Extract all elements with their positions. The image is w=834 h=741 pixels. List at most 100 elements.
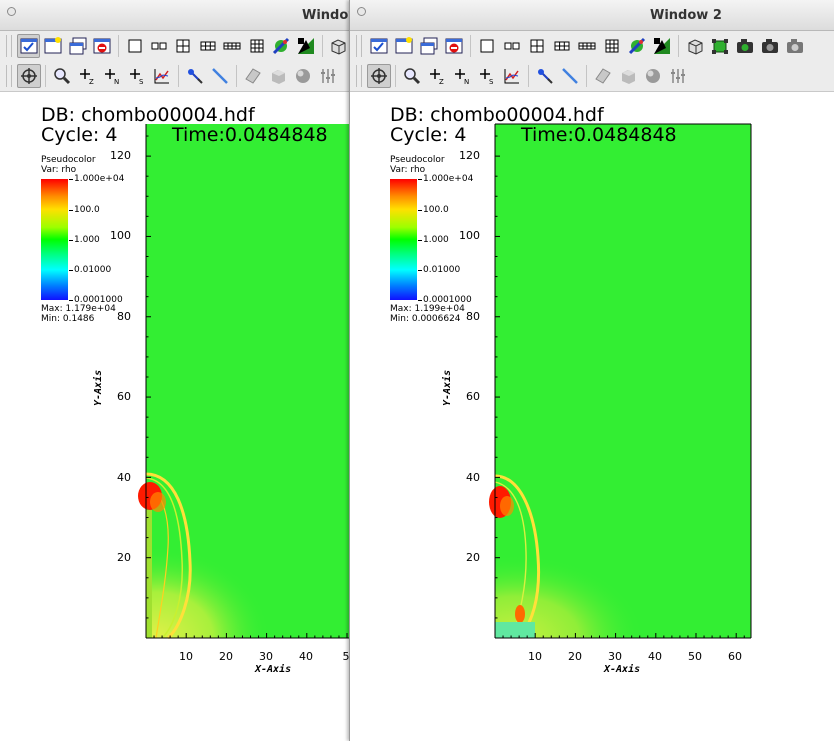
sphere-tool-button[interactable] bbox=[291, 64, 315, 88]
window-2-legend-plot-type: Pseudocolor bbox=[390, 155, 445, 165]
toolbar-separator bbox=[321, 35, 323, 57]
point-tool-icon bbox=[188, 69, 203, 84]
box-tool-button[interactable] bbox=[616, 64, 640, 88]
axis-restrict-button[interactable] bbox=[666, 64, 690, 88]
spreadsheet-pick-button[interactable]: S bbox=[125, 64, 149, 88]
layout-2x2-icon bbox=[530, 39, 544, 53]
svg-text:S: S bbox=[489, 78, 494, 86]
copy-window-button[interactable] bbox=[66, 34, 89, 58]
window-1-cycle-label: Cycle: 4 bbox=[41, 124, 118, 146]
perspective-button[interactable] bbox=[683, 34, 707, 58]
lineout-button[interactable] bbox=[500, 64, 524, 88]
camera-save-icon bbox=[737, 39, 753, 53]
layout-1x2-icon bbox=[504, 42, 520, 50]
window-2-visualization-area[interactable]: DB: chombo00004.hdf Cycle: 4 Time:0.0484… bbox=[350, 92, 834, 741]
copy-window-button[interactable] bbox=[417, 34, 441, 58]
layout-1x2-button[interactable] bbox=[147, 34, 170, 58]
layout-1x1-icon bbox=[480, 39, 494, 53]
node-pick-button[interactable]: N bbox=[100, 64, 124, 88]
toolbar-separator bbox=[678, 35, 679, 57]
line-tool-icon bbox=[562, 68, 578, 84]
lock-view-icon bbox=[628, 37, 646, 55]
active-window-button[interactable] bbox=[367, 34, 391, 58]
active-window-button[interactable] bbox=[16, 34, 41, 58]
window-2-x-tick-label: 20 bbox=[568, 650, 582, 663]
camera-save-button[interactable] bbox=[733, 34, 757, 58]
layout-2x2-button[interactable] bbox=[172, 34, 195, 58]
zone-pick-button[interactable]: Z bbox=[75, 64, 99, 88]
window-1-toolbar-top bbox=[0, 31, 350, 62]
line-tool-button[interactable] bbox=[558, 64, 582, 88]
perspective-button[interactable] bbox=[327, 34, 350, 58]
window-1-legend-tick: 1.000 bbox=[69, 235, 100, 245]
layout-2x4-button[interactable] bbox=[221, 34, 244, 58]
axis-restrict-icon bbox=[671, 69, 685, 83]
point-tool-button[interactable] bbox=[183, 64, 207, 88]
window-2-titlebar[interactable]: Window 2 bbox=[350, 0, 834, 31]
delete-window-button[interactable] bbox=[90, 34, 113, 58]
layout-1x1-button[interactable] bbox=[123, 34, 146, 58]
node-pick-icon: N bbox=[105, 69, 119, 86]
window-1-legend-var: Var: rho bbox=[41, 165, 77, 175]
window-2-y-tick-label: 40 bbox=[466, 471, 480, 484]
full-frame-button[interactable] bbox=[708, 34, 732, 58]
navigate-button[interactable] bbox=[17, 64, 41, 88]
copy-window-icon bbox=[420, 37, 438, 55]
lock-view-button[interactable] bbox=[625, 34, 649, 58]
toolbar-grip[interactable] bbox=[6, 35, 12, 57]
plane-tool-button[interactable] bbox=[591, 64, 615, 88]
layout-2x3-button[interactable] bbox=[196, 34, 219, 58]
layout-3x3-button[interactable] bbox=[245, 34, 268, 58]
camera-button[interactable] bbox=[758, 34, 782, 58]
line-tool-button[interactable] bbox=[208, 64, 232, 88]
zone-pick-button[interactable]: Z bbox=[425, 64, 449, 88]
spreadsheet-pick-button[interactable]: S bbox=[475, 64, 499, 88]
delete-window-button[interactable] bbox=[442, 34, 466, 58]
navigate-button[interactable] bbox=[367, 64, 391, 88]
window-2-shock-front bbox=[494, 474, 541, 639]
layout-1x1-button[interactable] bbox=[475, 34, 499, 58]
axis-restrict-button[interactable] bbox=[316, 64, 340, 88]
plane-tool-icon bbox=[245, 68, 261, 84]
line-tool-icon bbox=[212, 68, 228, 84]
spin-mode-icon bbox=[654, 38, 670, 54]
toolbar-grip[interactable] bbox=[356, 35, 362, 57]
window-2-legend-max: Max: 1.199e+04 bbox=[390, 304, 465, 314]
node-pick-button[interactable]: N bbox=[450, 64, 474, 88]
window-1-y-tick-label: 40 bbox=[117, 471, 131, 484]
plane-tool-button[interactable] bbox=[241, 64, 265, 88]
layout-3x3-button[interactable] bbox=[600, 34, 624, 58]
spin-mode-button[interactable] bbox=[294, 34, 317, 58]
visit-window-1[interactable]: Window 1 Z N S bbox=[0, 0, 350, 741]
window-1-time-label: Time:0.0484848 bbox=[172, 124, 328, 146]
toolbar-grip[interactable] bbox=[356, 65, 362, 87]
window-1-y-axis-label: Y-Axis bbox=[93, 369, 104, 406]
toolbar-grip[interactable] bbox=[6, 65, 12, 87]
box-tool-button[interactable] bbox=[266, 64, 290, 88]
window-2-close-icon[interactable] bbox=[357, 7, 366, 16]
zone-pick-icon: Z bbox=[80, 69, 94, 86]
new-window-button[interactable] bbox=[41, 34, 64, 58]
new-window-button[interactable] bbox=[392, 34, 416, 58]
zoom-button[interactable] bbox=[50, 64, 74, 88]
layout-2x3-icon bbox=[200, 41, 216, 51]
window-1-x-tick-label: 10 bbox=[179, 650, 193, 663]
lineout-button[interactable] bbox=[150, 64, 174, 88]
point-tool-button[interactable] bbox=[533, 64, 557, 88]
window-1-x-tick-label: 30 bbox=[259, 650, 273, 663]
sphere-tool-button[interactable] bbox=[641, 64, 665, 88]
layout-1x2-button[interactable] bbox=[500, 34, 524, 58]
window-1-close-icon[interactable] bbox=[7, 7, 16, 16]
layout-2x3-button[interactable] bbox=[550, 34, 574, 58]
window-1-legend-tick: 100.0 bbox=[69, 205, 100, 215]
layout-2x4-button[interactable] bbox=[575, 34, 599, 58]
zoom-button[interactable] bbox=[400, 64, 424, 88]
spin-mode-button[interactable] bbox=[650, 34, 674, 58]
window-1-visualization-area[interactable]: DB: chombo00004.hdf Cycle: 4 Time:0.0484… bbox=[0, 92, 350, 741]
camera-grey-button[interactable] bbox=[783, 34, 807, 58]
layout-2x2-button[interactable] bbox=[525, 34, 549, 58]
lock-view-button[interactable] bbox=[270, 34, 293, 58]
window-1-titlebar[interactable]: Window 1 bbox=[0, 0, 350, 31]
